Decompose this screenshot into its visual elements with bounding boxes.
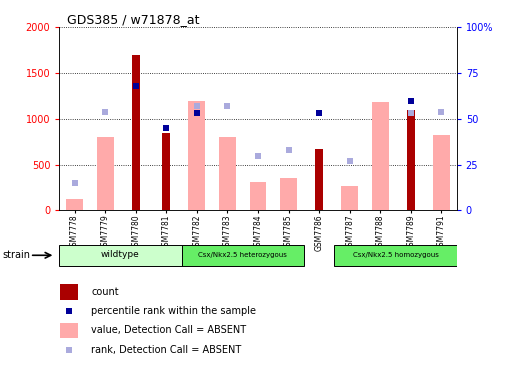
Bar [60, 323, 78, 338]
Bar [315, 149, 323, 210]
Bar [250, 182, 266, 210]
Text: GDS385 / w71878_at: GDS385 / w71878_at [67, 13, 200, 26]
Bar [132, 55, 139, 210]
Bar [97, 137, 114, 210]
Bar [59, 244, 182, 266]
Bar [280, 179, 297, 210]
Bar [219, 137, 236, 210]
Bar [433, 135, 450, 210]
Bar [163, 133, 170, 210]
Text: percentile rank within the sample: percentile rank within the sample [91, 306, 256, 316]
Text: count: count [91, 287, 119, 297]
Bar [341, 186, 358, 210]
Bar [372, 101, 389, 210]
Bar [188, 101, 205, 210]
Bar [334, 244, 457, 266]
Bar [407, 110, 415, 210]
Bar [182, 244, 304, 266]
Bar [66, 198, 83, 210]
Text: wildtype: wildtype [101, 250, 140, 259]
Text: Csx/Nkx2.5 heterozygous: Csx/Nkx2.5 heterozygous [198, 252, 287, 258]
Bar [60, 284, 78, 300]
Text: value, Detection Call = ABSENT: value, Detection Call = ABSENT [91, 325, 246, 335]
Text: rank, Detection Call = ABSENT: rank, Detection Call = ABSENT [91, 345, 241, 355]
Text: Csx/Nkx2.5 homozygous: Csx/Nkx2.5 homozygous [352, 252, 439, 258]
Text: strain: strain [3, 250, 30, 260]
